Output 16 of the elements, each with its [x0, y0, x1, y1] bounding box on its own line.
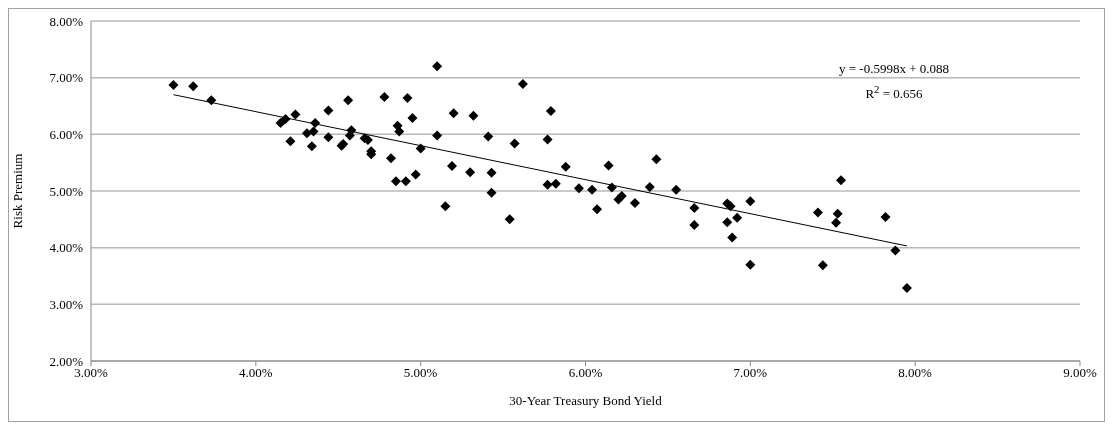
y-tick-label: 6.00% [49, 126, 84, 142]
x-tick-label: 7.00% [733, 365, 768, 381]
x-tick-label: 4.00% [239, 365, 273, 381]
y-tick-label: 5.00% [49, 183, 84, 199]
x-tick-label: 6.00% [568, 365, 603, 381]
y-tick-label: 8.00% [49, 13, 84, 29]
y-axis-title: Risk Premium [9, 153, 25, 229]
y-tick-label: 7.00% [49, 70, 84, 86]
annotation: R$^{2}$ = 0.656 [864, 82, 924, 104]
x-axis-title: 30-Year Treasury Bond Yield [509, 393, 663, 408]
annotation: y = -0.5998x + 0.088 [838, 60, 950, 78]
x-tick-label: 9.00% [1063, 365, 1097, 381]
x-tick-label: 8.00% [898, 365, 933, 381]
x-tick-label: 5.00% [403, 365, 438, 381]
y-tick-label: 4.00% [49, 240, 84, 256]
y-tick-label: 3.00% [49, 296, 84, 312]
